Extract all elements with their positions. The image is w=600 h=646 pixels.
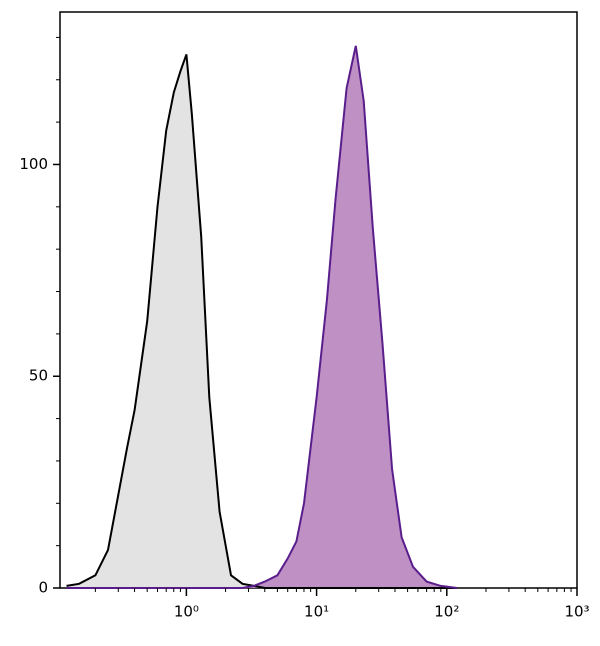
x-tick-label: 10³ <box>564 603 589 621</box>
x-tick-label: 10¹ <box>304 603 329 621</box>
y-tick-label: 50 <box>29 367 48 385</box>
histogram-area <box>66 54 458 588</box>
histogram-area <box>66 45 458 588</box>
y-tick-label: 100 <box>19 155 48 173</box>
y-tick-label: 0 <box>38 579 48 597</box>
histogram-line <box>66 45 458 589</box>
x-tick-label: 10² <box>434 603 459 621</box>
x-tick-label: 10⁰ <box>174 603 199 621</box>
